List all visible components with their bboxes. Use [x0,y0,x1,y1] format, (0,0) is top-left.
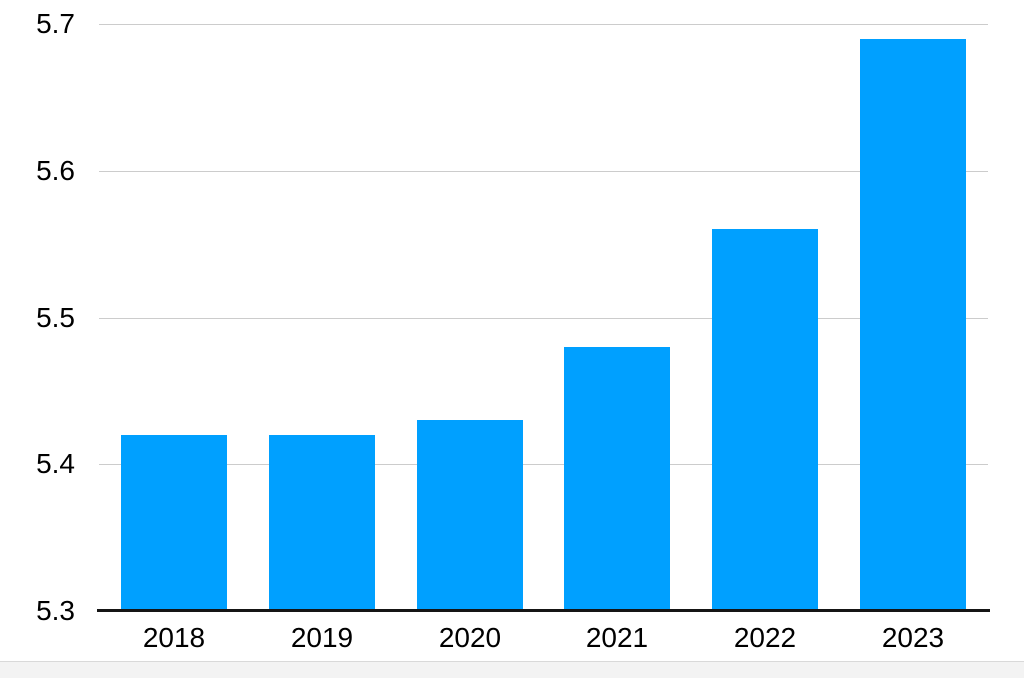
y-tick-label: 5.5 [36,302,75,333]
gridline [99,24,988,25]
x-tick-label: 2021 [585,622,649,653]
gridline [99,464,988,465]
x-tick-label: 2022 [733,622,797,653]
bar-2019 [269,435,375,611]
bar-2022 [712,229,818,611]
x-tick-label: 2018 [142,622,206,653]
x-tick-label: 2023 [881,622,945,653]
gridline [99,318,988,319]
bar-2023 [860,39,966,611]
x-axis-line [97,609,990,612]
bottom-strip [0,661,1024,678]
y-tick-label: 5.4 [36,448,75,479]
y-tick-label: 5.3 [36,595,75,626]
y-tick-label: 5.6 [36,155,75,186]
x-tick-label: 2019 [290,622,354,653]
bar-2018 [121,435,227,611]
y-tick-label: 5.7 [36,8,75,39]
gridline [99,171,988,172]
x-tick-label: 2020 [438,622,502,653]
bar-2020 [417,420,523,611]
bar-2021 [564,347,670,611]
